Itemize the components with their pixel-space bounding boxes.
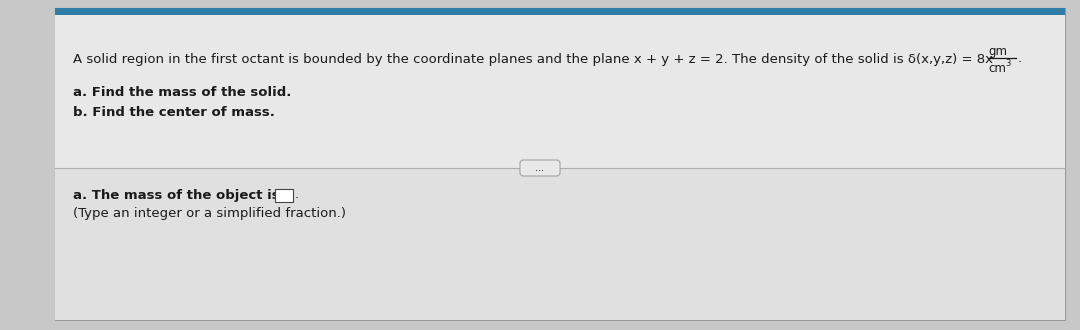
Text: cm: cm [988,62,1005,76]
Bar [275,188,293,202]
Text: b. Find the center of mass.: b. Find the center of mass. [73,106,275,118]
Text: a. The mass of the object is: a. The mass of the object is [73,188,280,202]
Text: .: . [1018,52,1022,65]
Text: (Type an integer or a simplified fraction.): (Type an integer or a simplified fractio… [73,208,346,220]
Text: gm: gm [988,45,1007,57]
Bar [55,168,1065,320]
Text: .: . [295,188,299,202]
Bar [55,15,1065,168]
FancyBboxPatch shape [519,160,561,176]
Text: ...: ... [536,163,544,173]
Bar [55,8,1065,15]
Text: a. Find the mass of the solid.: a. Find the mass of the solid. [73,86,292,100]
Text: 3: 3 [1005,59,1011,69]
Text: A solid region in the first octant is bounded by the coordinate planes and the p: A solid region in the first octant is bo… [73,52,993,65]
